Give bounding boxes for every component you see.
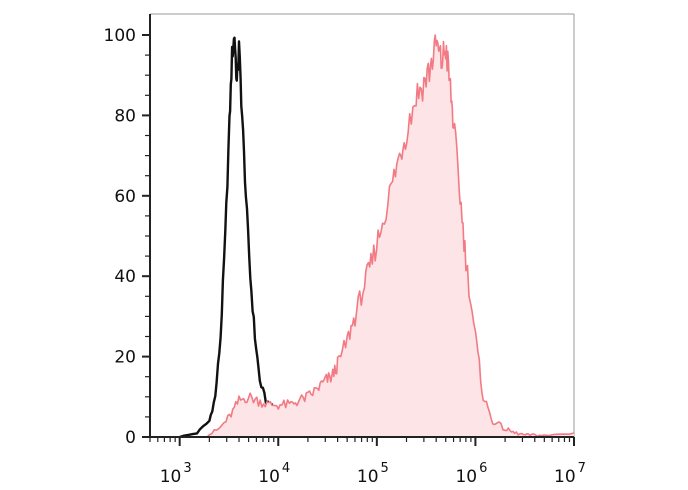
x-tick-label: 10 5 <box>357 461 389 487</box>
x-tick-label: 10 7 <box>554 461 586 487</box>
tick-labels-layer: 0 20 40 60 80 100 10 3 10 4 10 5 10 6 10 7 <box>104 26 586 487</box>
axes-layer <box>142 14 575 446</box>
x-tick-label: 10 3 <box>160 461 192 487</box>
x-tick-label: 10 4 <box>258 461 290 487</box>
y-tick-label: 20 <box>114 348 136 368</box>
stained-histogram-outline <box>204 34 575 438</box>
series-layer <box>179 34 575 439</box>
y-tick-label: 60 <box>114 187 136 207</box>
y-tick-label: 100 <box>104 26 136 46</box>
stained-histogram-fill <box>204 35 575 437</box>
y-tick-label: 0 <box>125 428 136 448</box>
y-tick-label: 80 <box>114 106 136 126</box>
control-histogram-line <box>179 36 348 439</box>
plot-frame <box>150 13 575 437</box>
x-tick-label: 10 6 <box>455 461 487 487</box>
y-tick-label: 40 <box>114 267 136 287</box>
